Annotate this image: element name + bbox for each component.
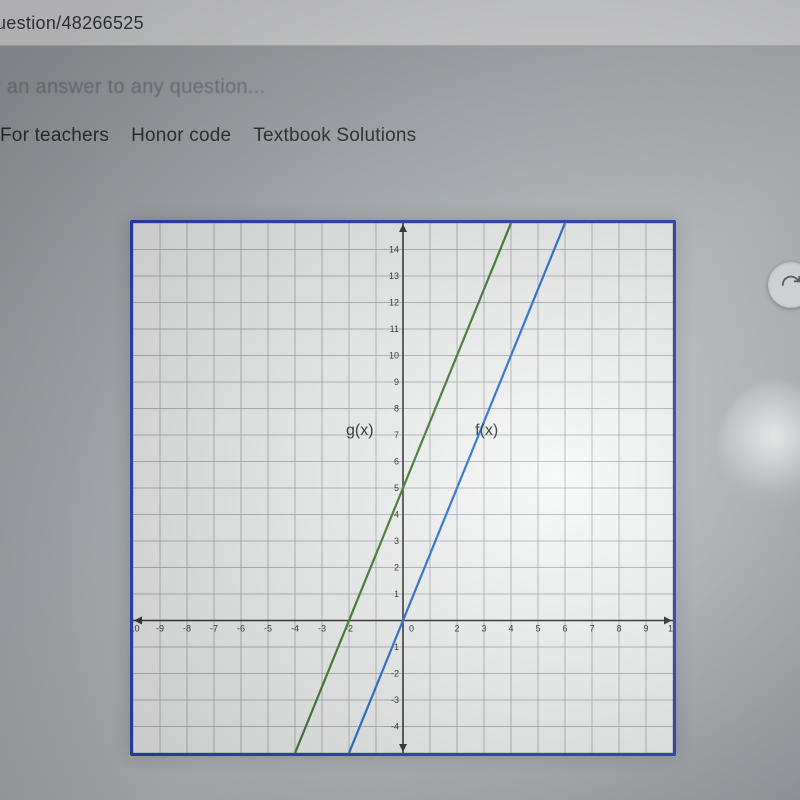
svg-text:14: 14: [389, 245, 399, 255]
svg-text:9: 9: [643, 624, 648, 634]
svg-text:13: 13: [389, 271, 399, 281]
svg-text:6: 6: [394, 457, 399, 467]
svg-text:6: 6: [562, 624, 567, 634]
svg-text:-9: -9: [156, 624, 164, 634]
svg-text:1: 1: [394, 589, 399, 599]
svg-text:-5: -5: [264, 624, 272, 634]
svg-text:-8: -8: [183, 624, 191, 634]
refresh-icon: [780, 274, 800, 296]
search-input[interactable]: r an answer to any question...: [0, 76, 800, 99]
svg-text:2: 2: [454, 624, 459, 634]
address-bar[interactable]: uestion/48266525: [0, 0, 800, 46]
svg-text:0: 0: [409, 624, 414, 634]
svg-text:-4: -4: [391, 722, 399, 732]
page-header: r an answer to any question... For teach…: [0, 46, 800, 186]
svg-text:11: 11: [390, 324, 399, 334]
graph-frame: -10-9-8-7-6-5-4-3-22345678910-4-3-2-1123…: [130, 220, 676, 756]
graph-label-f(x): f(x): [475, 422, 498, 439]
svg-text:-3: -3: [318, 624, 326, 634]
svg-text:8: 8: [394, 404, 399, 414]
svg-text:10: 10: [668, 624, 673, 634]
svg-text:10: 10: [389, 351, 399, 361]
side-widget-button[interactable]: [768, 262, 800, 308]
svg-text:8: 8: [616, 624, 621, 634]
svg-text:-10: -10: [133, 624, 140, 634]
nav-links: For teachers Honor code Textbook Solutio…: [0, 125, 800, 147]
nav-link-teachers[interactable]: For teachers: [0, 125, 109, 147]
svg-text:-2: -2: [391, 669, 399, 679]
screen-root: uestion/48266525 r an answer to any ques…: [0, 0, 800, 800]
svg-text:-3: -3: [391, 695, 399, 705]
svg-text:12: 12: [389, 298, 399, 308]
nav-link-honor[interactable]: Honor code: [131, 125, 231, 147]
svg-text:5: 5: [535, 624, 540, 634]
svg-text:9: 9: [394, 377, 399, 387]
svg-text:-4: -4: [291, 624, 299, 634]
svg-text:3: 3: [394, 536, 399, 546]
screen-glare: [720, 380, 800, 520]
nav-link-textbook[interactable]: Textbook Solutions: [253, 125, 416, 147]
svg-text:2: 2: [394, 563, 399, 573]
svg-text:3: 3: [481, 624, 486, 634]
svg-text:5: 5: [394, 483, 399, 493]
svg-text:7: 7: [394, 430, 399, 440]
graph-label-g(x): g(x): [346, 422, 374, 439]
address-text: uestion/48266525: [0, 13, 144, 34]
svg-text:-7: -7: [210, 624, 218, 634]
svg-text:7: 7: [589, 624, 594, 634]
graph-svg: -10-9-8-7-6-5-4-3-22345678910-4-3-2-1123…: [133, 223, 673, 753]
svg-text:4: 4: [508, 624, 513, 634]
svg-text:-6: -6: [237, 624, 245, 634]
